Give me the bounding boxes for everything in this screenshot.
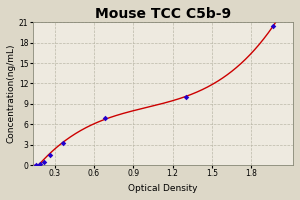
Point xyxy=(48,154,52,157)
Point xyxy=(102,116,107,119)
Point xyxy=(37,162,42,165)
Title: Mouse TCC C5b-9: Mouse TCC C5b-9 xyxy=(95,7,231,21)
Y-axis label: Concentration(ng/mL): Concentration(ng/mL) xyxy=(7,44,16,143)
Point xyxy=(60,141,65,144)
X-axis label: Optical Density: Optical Density xyxy=(128,184,197,193)
Point xyxy=(183,96,188,99)
Point xyxy=(42,160,47,163)
Point xyxy=(271,24,276,27)
Point xyxy=(33,163,38,166)
